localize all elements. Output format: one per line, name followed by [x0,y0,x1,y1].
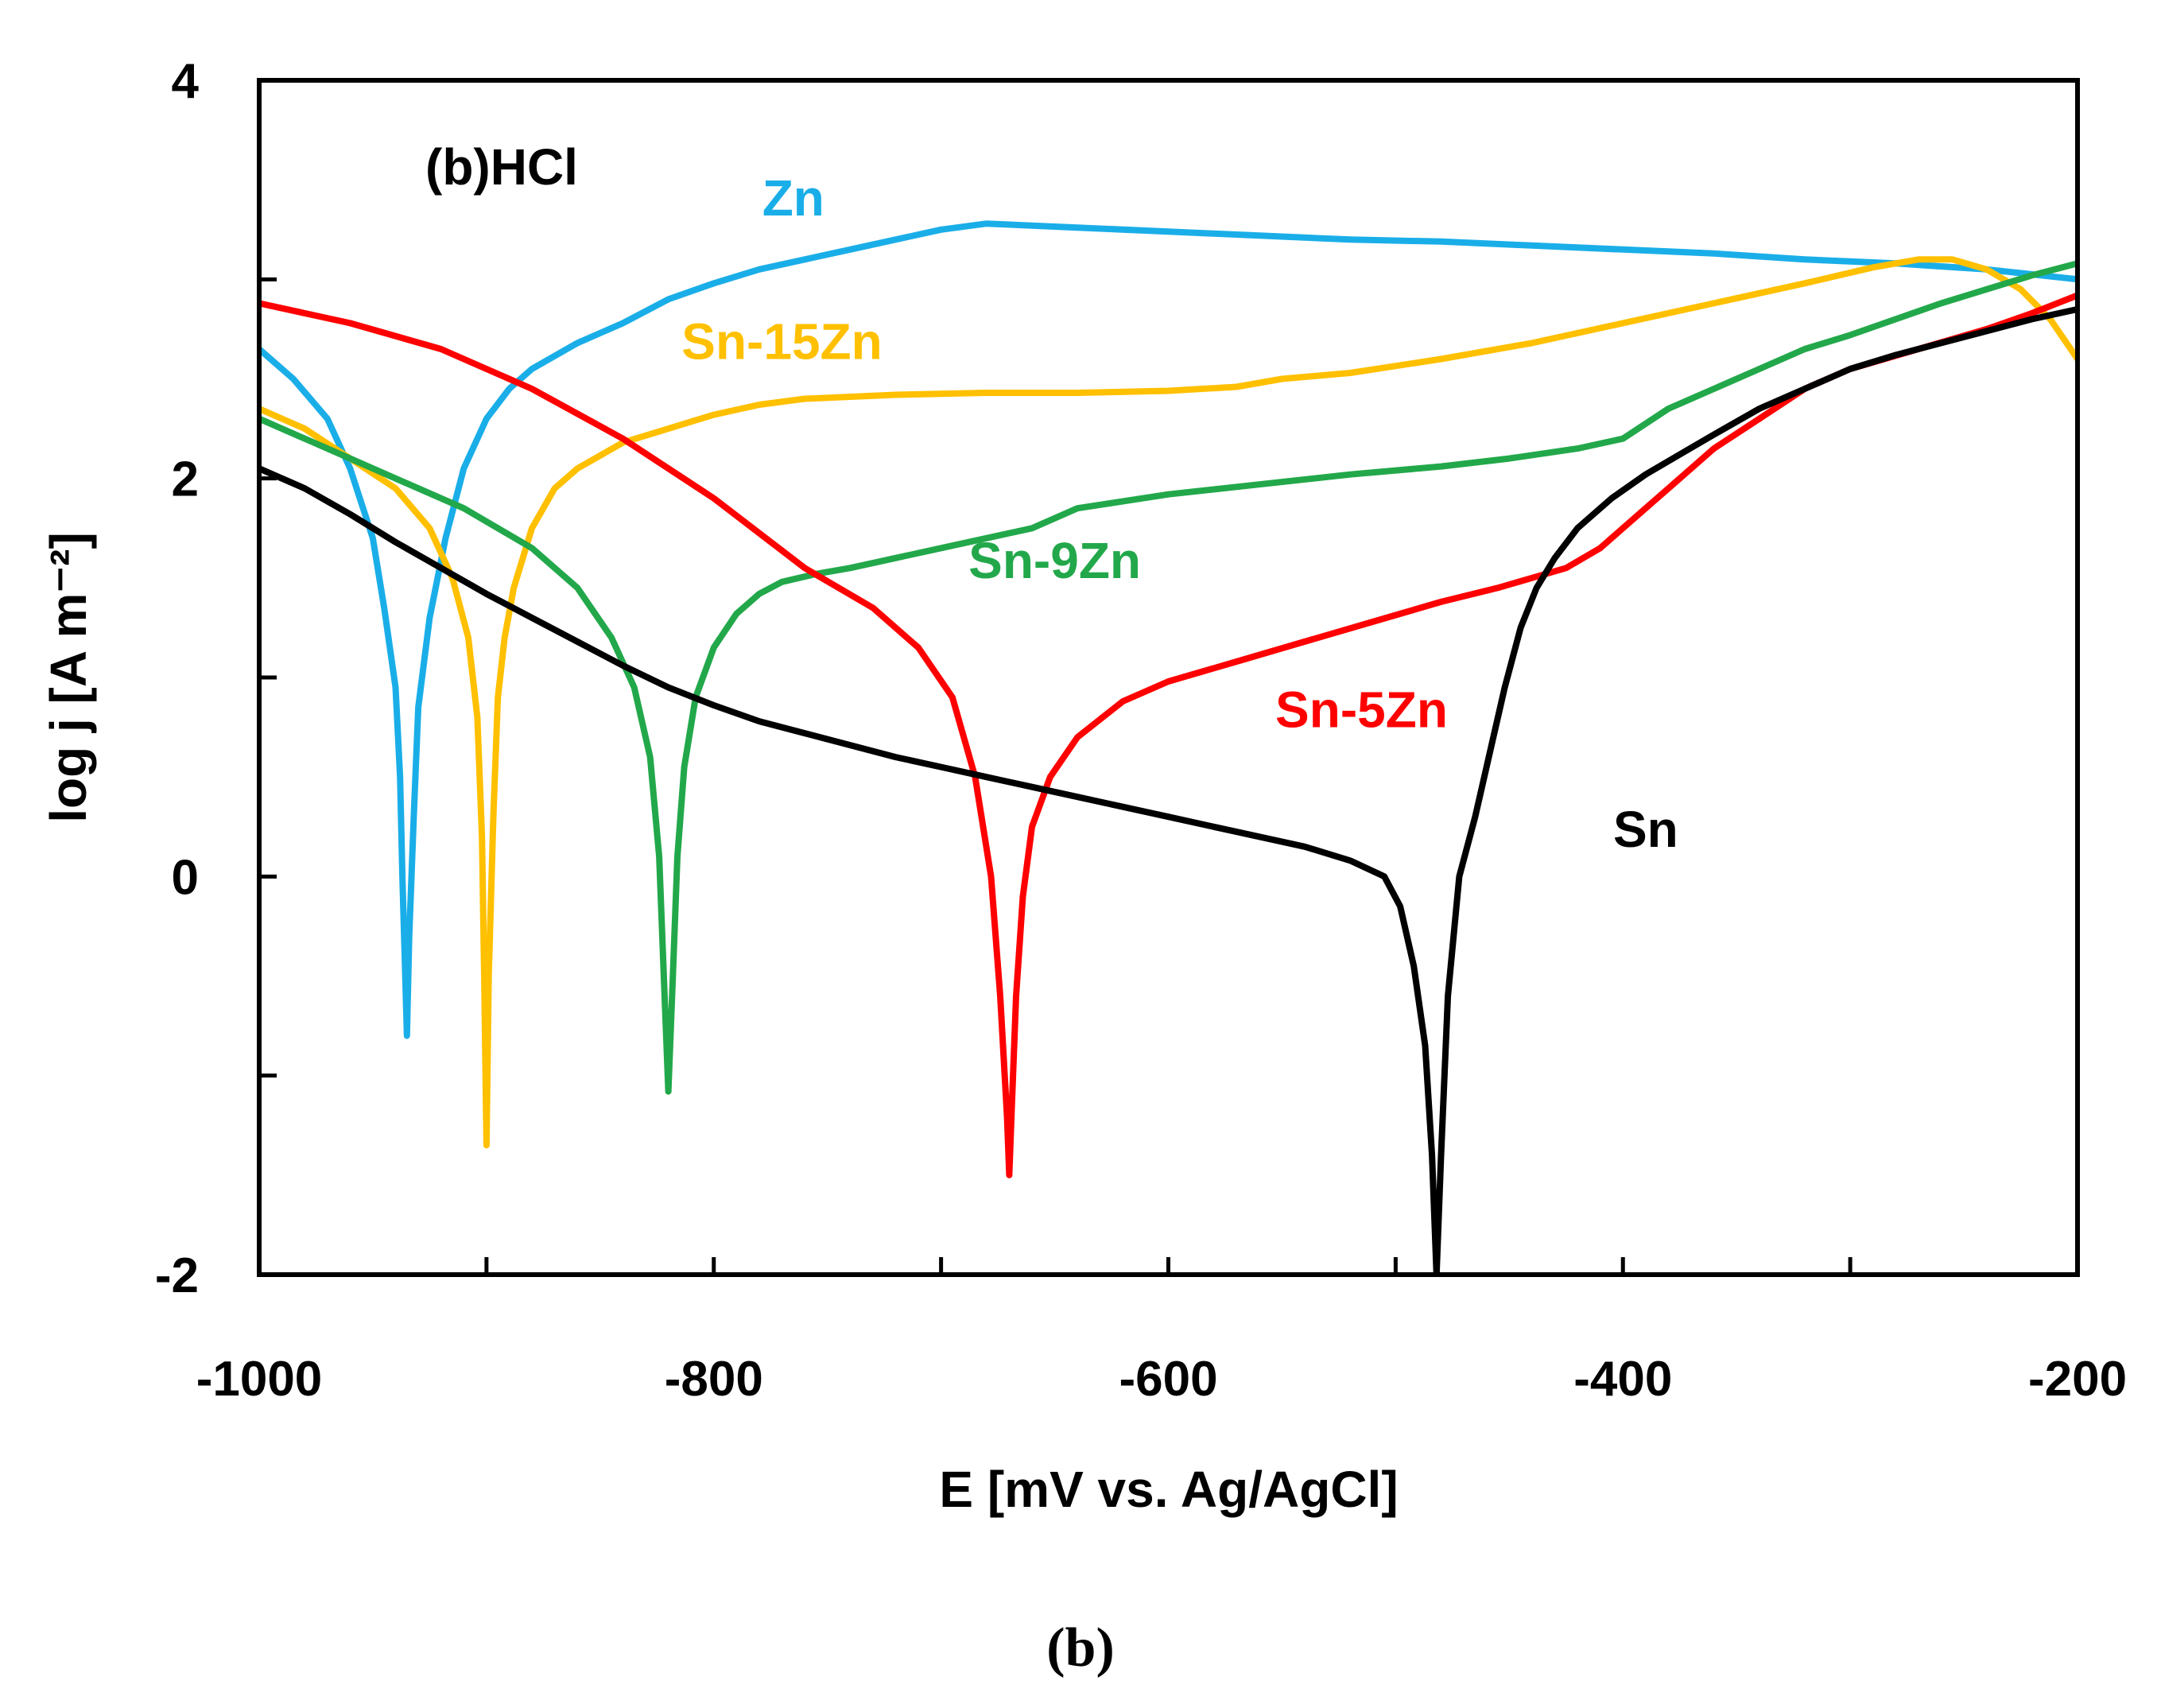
x-tick-label: -800 [665,1352,763,1407]
series-line-sn [259,305,2078,1275]
series-labels: Zn Sn-15Zn Sn-9Zn Sn-5Zn Sn [681,169,1678,858]
series-line-sn-9zn [259,260,2078,1095]
y-axis-title: log j [A m⁻²] [40,532,97,823]
x-tick-label: -1000 [196,1352,323,1407]
axis-tick-labels: -1000 -800 -600 -400 -200 -2 0 2 4 [155,54,2127,1407]
y-tick-label: 2 [172,452,199,507]
y-tick-label: 0 [172,850,199,905]
panel-title: (b)HCl [425,138,578,196]
x-tick-label: -200 [2028,1352,2127,1407]
series-label-sn-9zn: Sn-9Zn [968,532,1141,589]
series-label-zn: Zn [762,169,824,227]
axis-ticks [257,78,2080,1277]
series-curves [259,220,2078,1275]
panel-caption: (b) [1046,1617,1115,1679]
y-tick-label: 4 [172,54,200,109]
series-label-sn: Sn [1613,801,1678,858]
x-tick-label: -400 [1573,1352,1672,1407]
series-label-sn-5zn: Sn-5Zn [1275,681,1448,739]
series-line-sn-15zn [259,256,2078,1149]
x-tick-label: -600 [1119,1352,1217,1407]
series-label-sn-15zn: Sn-15Zn [681,312,882,370]
series-line-sn-5zn [259,292,2078,1178]
series-line-zn [259,220,2078,1039]
x-axis-title: E [mV vs. Ag/AgCl] [939,1461,1398,1518]
y-tick-label: -2 [155,1248,199,1303]
